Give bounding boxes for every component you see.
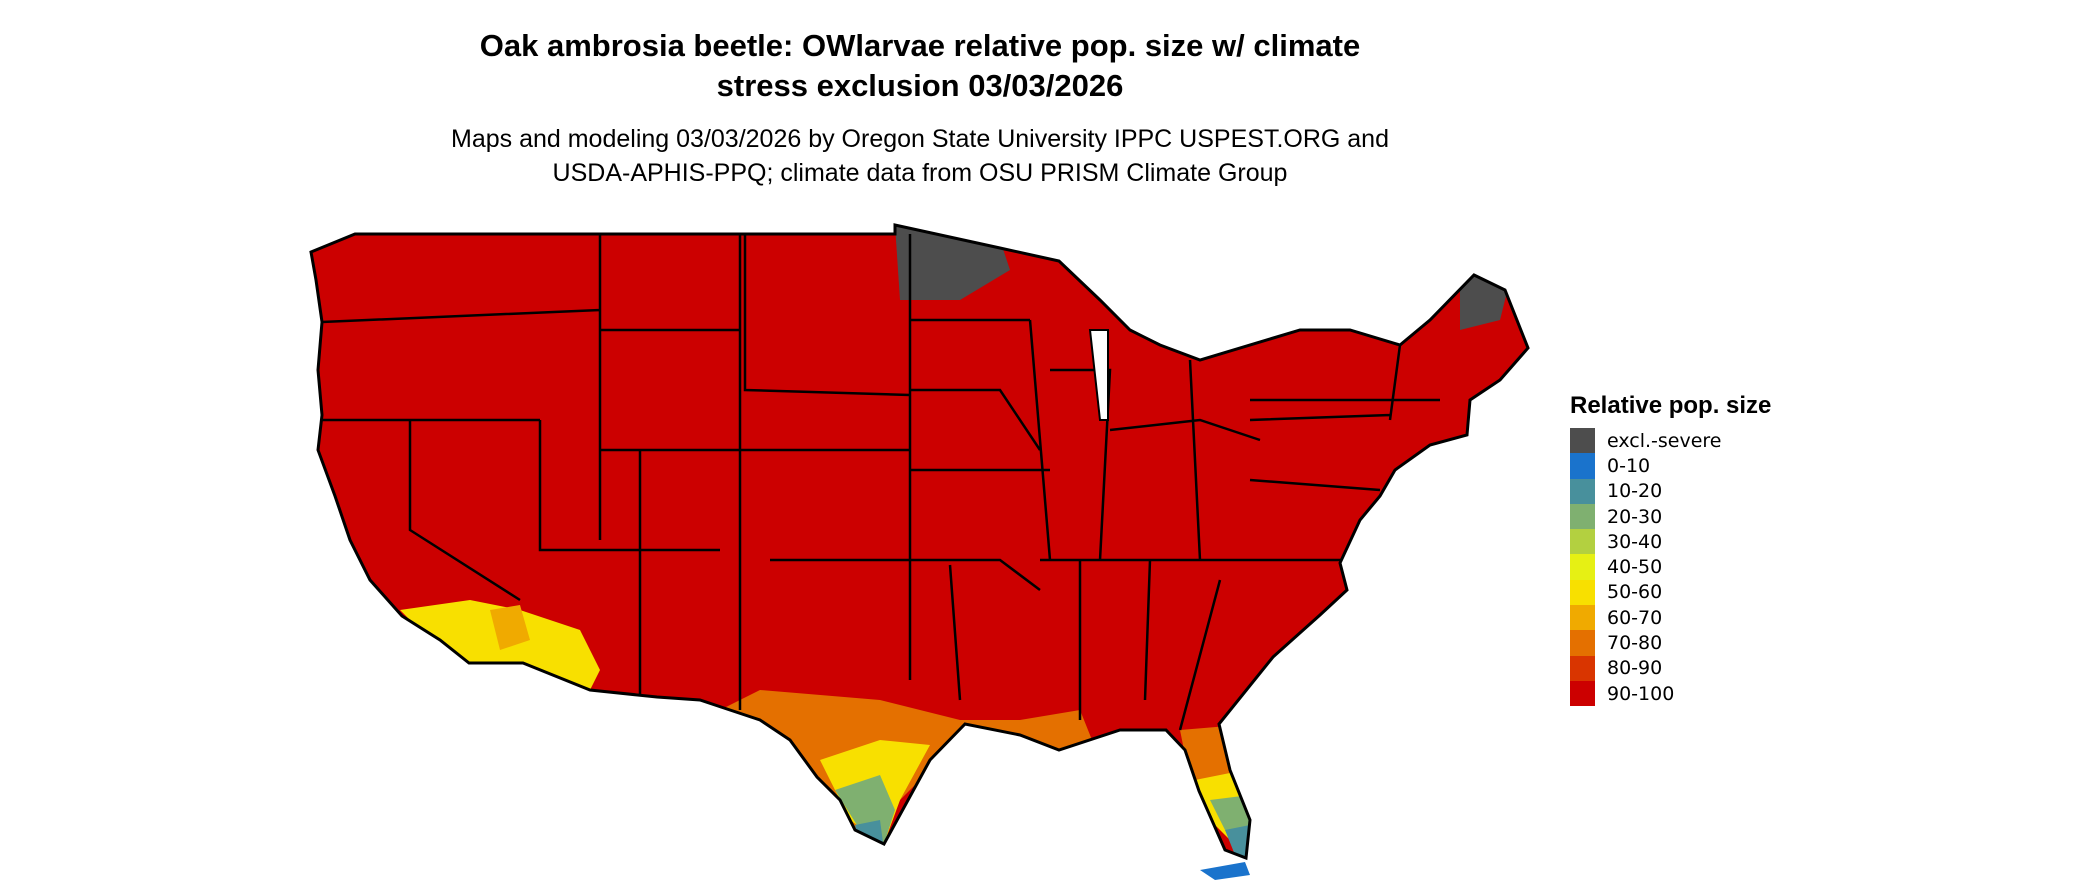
legend-title: Relative pop. size bbox=[1570, 392, 1772, 419]
zone-10-20-texas bbox=[855, 820, 884, 850]
legend-label: 90-100 bbox=[1607, 682, 1675, 705]
legend-label: excl.-severe bbox=[1607, 429, 1722, 452]
legend-swatch bbox=[1570, 503, 1595, 530]
legend-swatch bbox=[1570, 655, 1595, 681]
title-line-2: stress exclusion 03/03/2026 bbox=[716, 68, 1124, 103]
zone-60-70-southwest bbox=[490, 605, 530, 650]
legend-label: 10-20 bbox=[1607, 480, 1663, 503]
legend-label: 60-70 bbox=[1607, 606, 1663, 629]
legend-swatch bbox=[1570, 478, 1595, 504]
map-subtitle: Maps and modeling 03/03/2026 by Oregon S… bbox=[320, 122, 1520, 190]
legend-item: 20-30 bbox=[1570, 503, 1771, 530]
zone-10-20-florida bbox=[1225, 825, 1250, 858]
legend-label: 20-30 bbox=[1607, 505, 1663, 528]
legend-swatch bbox=[1570, 579, 1595, 606]
legend-swatch bbox=[1570, 630, 1595, 656]
legend-label: 30-40 bbox=[1607, 530, 1663, 553]
legend-swatch bbox=[1570, 554, 1595, 580]
map-title: Oak ambrosia beetle: OWlarvae relative p… bbox=[320, 26, 1520, 106]
legend-label: 40-50 bbox=[1607, 556, 1663, 579]
legend-swatch bbox=[1570, 453, 1595, 479]
title-line-1: Oak ambrosia beetle: OWlarvae relative p… bbox=[479, 28, 1361, 63]
legend-item: 90-100 bbox=[1570, 680, 1771, 707]
legend-item: 10-20 bbox=[1570, 478, 1771, 504]
legend-label: 0-10 bbox=[1607, 454, 1651, 477]
legend-item: 50-60 bbox=[1570, 579, 1771, 606]
legend-label: 50-60 bbox=[1607, 581, 1663, 604]
subtitle-line-1: Maps and modeling 03/03/2026 by Oregon S… bbox=[451, 125, 1389, 153]
legend-item: 0-10 bbox=[1570, 453, 1771, 479]
legend-label: 70-80 bbox=[1607, 632, 1663, 655]
legend-swatch bbox=[1570, 680, 1595, 707]
legend-item: excl.-severe bbox=[1570, 428, 1771, 454]
legend-item: 30-40 bbox=[1570, 529, 1771, 555]
state-borders bbox=[320, 234, 1440, 731]
zone-0-10-keys bbox=[1200, 862, 1250, 880]
legend-item: 40-50 bbox=[1570, 554, 1771, 580]
legend-swatch bbox=[1570, 428, 1595, 454]
subtitle-line-2: USDA-APHIS-PPQ; climate data from OSU PR… bbox=[552, 159, 1288, 187]
legend: Relative pop. size excl.-severe 0-10 10-20… bbox=[1570, 392, 1772, 707]
legend-swatch bbox=[1570, 529, 1595, 555]
lake-michigan bbox=[1088, 329, 1109, 421]
legend-label: 80-90 bbox=[1607, 657, 1663, 680]
legend-item: 70-80 bbox=[1570, 630, 1771, 656]
legend-item: 80-90 bbox=[1570, 655, 1771, 681]
legend-swatch bbox=[1570, 605, 1595, 631]
legend-item: 60-70 bbox=[1570, 605, 1771, 631]
